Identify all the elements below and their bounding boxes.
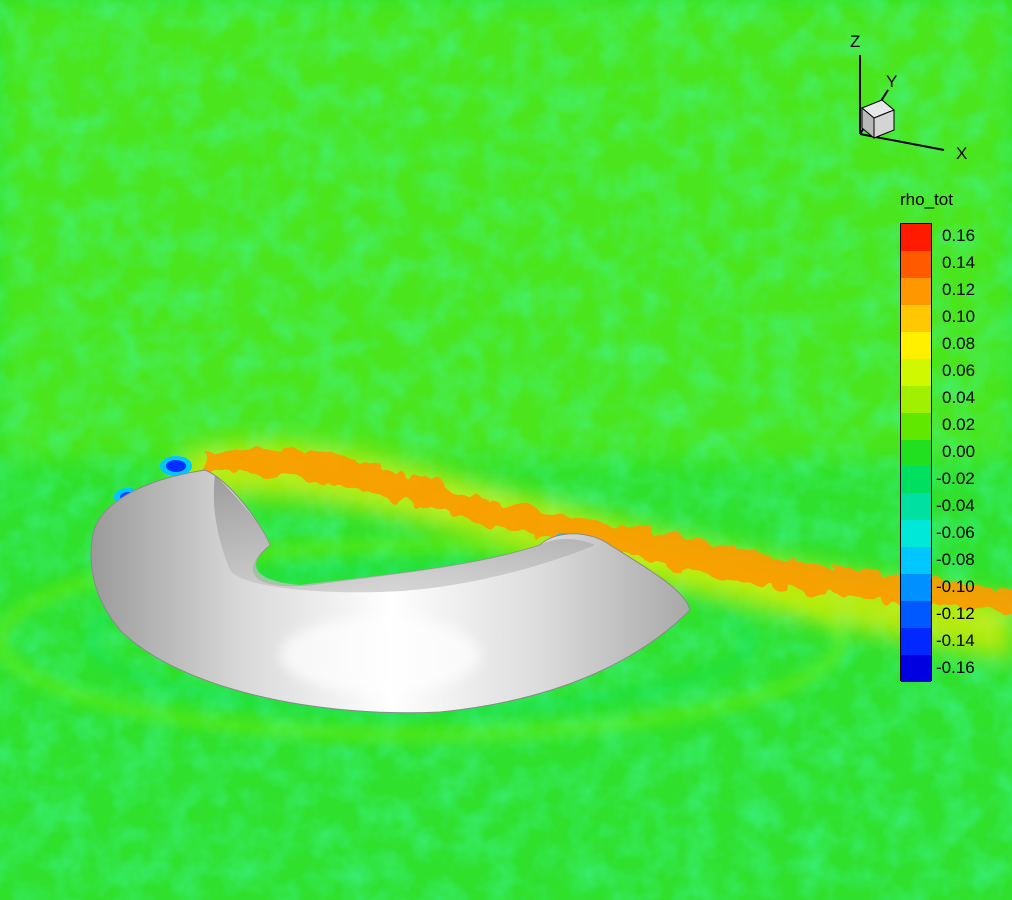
colorbar-swatch [901,493,931,521]
colorbar-tick-label: 0.16 [942,226,976,246]
colorbar-tick-label: -0.08 [936,549,975,569]
colorbar-swatch [901,358,931,386]
axis-label-x: X [956,144,968,163]
colorbar [900,223,932,682]
colorbar-tick-label: 0.04 [942,388,976,408]
colorbar-swatch [901,224,931,251]
density-band-core [205,449,1012,612]
colorbar-tick-label: -0.12 [936,603,975,623]
colorbar-swatch [901,655,931,682]
colorbar-tick-label: -0.14 [936,630,975,650]
colorbar-swatch [901,466,931,494]
colorbar-tick-label: 0.00 [942,442,976,461]
colorbar-title: rho_tot [900,190,953,209]
axis-label-y: Y [886,72,898,91]
colorbar-tick-label: -0.06 [936,522,975,542]
axis-label-z: Z [850,32,861,51]
triad-cube [861,99,895,140]
colorbar-swatch [901,439,931,467]
colorbar-tick-label: 0.02 [942,415,976,435]
colorbar-swatch [901,547,931,575]
colorbar-tick-label: 0.14 [942,253,976,273]
colorbar-tick-label: 0.08 [942,334,976,354]
torus-isosurface [90,469,691,714]
colorbar-tick-label: 0.10 [942,307,976,327]
colorbar-swatch [901,304,931,332]
colorbar-tick-label: -0.04 [936,495,975,515]
colorbar-tick-label: -0.02 [936,468,975,488]
colorbar-swatch [901,250,931,278]
colorbar-swatch [901,385,931,413]
colorbar-tick-label: -0.10 [936,576,975,596]
colorbar-swatch [901,520,931,548]
colorbar-swatch [901,628,931,656]
colorbar-swatch [901,412,931,440]
colorbar-tick-label: -0.16 [936,657,975,677]
colorbar-swatch [901,331,931,359]
colorbar-tick-label: 0.12 [942,280,976,300]
colorbar-swatch [901,601,931,629]
colorbar-swatch [901,574,931,602]
colorbar-swatch [901,277,931,305]
colorbar-tick-label: 0.06 [942,361,976,381]
